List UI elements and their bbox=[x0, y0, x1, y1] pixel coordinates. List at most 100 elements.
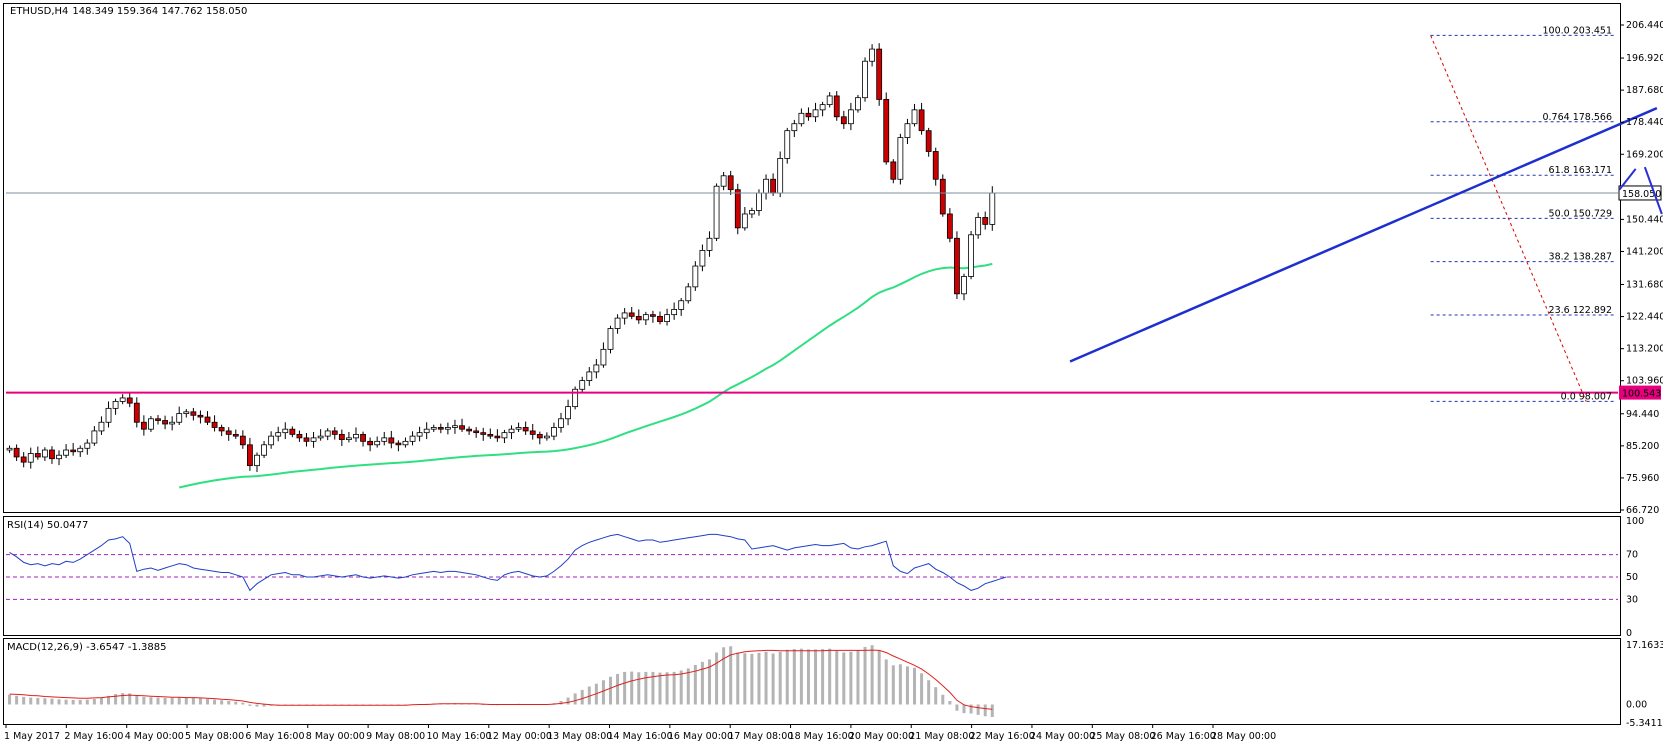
macd-histogram-bar bbox=[821, 649, 825, 705]
candle-bull bbox=[911, 109, 918, 125]
candle-bear bbox=[388, 437, 395, 444]
candle-bear bbox=[939, 178, 946, 215]
candle-bull bbox=[282, 428, 289, 434]
fib-level-label: 23.6 122.892 bbox=[1549, 305, 1612, 316]
moving-average-line bbox=[178, 262, 993, 489]
macd-histogram-bar bbox=[135, 695, 139, 705]
time-tick-label: 6 May 16:00 bbox=[245, 731, 304, 742]
macd-histogram-bar bbox=[658, 672, 662, 705]
time-tick-label: 9 May 08:00 bbox=[366, 731, 425, 742]
candle-bull bbox=[713, 185, 720, 239]
candle-bear bbox=[197, 414, 204, 418]
candle-bear bbox=[218, 427, 225, 432]
candle-bull bbox=[41, 449, 48, 458]
rsi-tick-label: 100 bbox=[1626, 516, 1644, 527]
macd-histogram-bar bbox=[213, 699, 217, 705]
candle-bear bbox=[190, 411, 197, 416]
candle-bull bbox=[749, 210, 755, 215]
fib-level-label: 38.2 138.287 bbox=[1549, 252, 1612, 263]
macd-histogram-bar bbox=[672, 671, 676, 705]
macd-histogram-bar bbox=[927, 680, 931, 705]
macd-histogram-bar bbox=[806, 649, 810, 705]
candle-bear bbox=[395, 442, 402, 446]
time-tick-label: 4 May 00:00 bbox=[125, 731, 184, 742]
macd-histogram-bar bbox=[29, 697, 33, 705]
macd-histogram-bar bbox=[792, 649, 796, 705]
ohlc-header: 148.349 159.364 147.762 158.050 bbox=[72, 6, 247, 17]
macd-histogram-bar bbox=[191, 697, 195, 705]
candle-bear bbox=[890, 161, 897, 180]
macd-pane-title: MACD(12,26,9) -3.6547 -1.3885 bbox=[7, 642, 167, 653]
candle-bear bbox=[487, 433, 494, 437]
candle-bull bbox=[600, 348, 607, 366]
candle-bear bbox=[296, 433, 303, 439]
macd-pane-frame bbox=[3, 638, 1621, 725]
macd-histogram-bar bbox=[870, 645, 874, 705]
macd-histogram-bar bbox=[156, 697, 160, 705]
candle-bear bbox=[459, 425, 465, 430]
candle-bull bbox=[310, 437, 317, 442]
candle-bull bbox=[897, 137, 904, 180]
candle-bear bbox=[331, 430, 338, 435]
candle-bull bbox=[148, 418, 154, 430]
rsi-tick-label: 70 bbox=[1626, 550, 1638, 561]
macd-histogram-bar bbox=[983, 704, 987, 717]
candle-bull bbox=[6, 447, 13, 451]
macd-histogram-bar bbox=[785, 649, 789, 705]
candle-bear bbox=[34, 453, 41, 458]
candle-bear bbox=[338, 433, 345, 441]
candle-bear bbox=[946, 213, 953, 239]
candle-bull bbox=[614, 317, 621, 329]
candle-bull bbox=[268, 435, 275, 446]
macd-histogram-bar bbox=[255, 704, 259, 707]
candle-bear bbox=[289, 428, 296, 435]
macd-histogram-bar bbox=[990, 704, 994, 717]
candle-bear bbox=[133, 402, 140, 423]
projection-line bbox=[1643, 166, 1663, 215]
candle-bear bbox=[529, 430, 536, 435]
candle-bull bbox=[508, 428, 515, 434]
candle-bear bbox=[162, 420, 168, 425]
macd-histogram-bar bbox=[962, 704, 966, 714]
fib-level-label: 61.8 163.171 bbox=[1549, 165, 1612, 176]
macd-histogram-bar bbox=[241, 702, 245, 705]
macd-histogram-bar bbox=[149, 697, 153, 705]
candle-bull bbox=[416, 432, 423, 437]
candle-bear bbox=[204, 416, 211, 423]
candle-bull bbox=[317, 435, 324, 439]
macd-histogram-bar bbox=[905, 666, 909, 705]
macd-histogram-bar bbox=[651, 671, 655, 705]
macd-histogram-bar bbox=[891, 665, 895, 705]
candle-bear bbox=[883, 99, 890, 163]
candle-bull bbox=[565, 406, 571, 420]
candle-bear bbox=[954, 237, 960, 295]
price-tick-label: 150.440 bbox=[1626, 214, 1663, 225]
macd-histogram-bar bbox=[715, 652, 719, 705]
candle-bear bbox=[437, 427, 444, 430]
rsi-pane-frame bbox=[3, 516, 1621, 636]
macd-histogram-bar bbox=[948, 701, 952, 705]
price-tick-label: 169.200 bbox=[1626, 149, 1663, 160]
candle-bull bbox=[501, 432, 508, 439]
macd-histogram-bar bbox=[609, 676, 612, 705]
candle-bear bbox=[734, 189, 741, 229]
candle-bear bbox=[805, 112, 812, 118]
candle-bear bbox=[367, 440, 374, 446]
macd-signal-line bbox=[9, 649, 993, 710]
macd-histogram-bar bbox=[580, 689, 584, 705]
candle-bull bbox=[261, 444, 267, 456]
macd-tick-label: 0.00 bbox=[1626, 699, 1647, 710]
time-tick-label: 25 May 08:00 bbox=[1090, 731, 1155, 742]
candle-bull bbox=[374, 440, 381, 446]
price-pane-title: ETHUSD,H4 148.349 159.364 147.762 158.050 bbox=[10, 6, 247, 17]
candle-bull bbox=[671, 309, 678, 316]
trend-line bbox=[1069, 106, 1658, 363]
candle-bull bbox=[409, 435, 416, 442]
candle-bull bbox=[402, 440, 409, 446]
macd-histogram-bar bbox=[750, 653, 754, 705]
candle-bear bbox=[303, 437, 310, 442]
fib-level-label: 0.764 178.566 bbox=[1542, 112, 1612, 123]
candle-bull bbox=[685, 286, 692, 302]
macd-histogram-bar bbox=[707, 659, 711, 705]
